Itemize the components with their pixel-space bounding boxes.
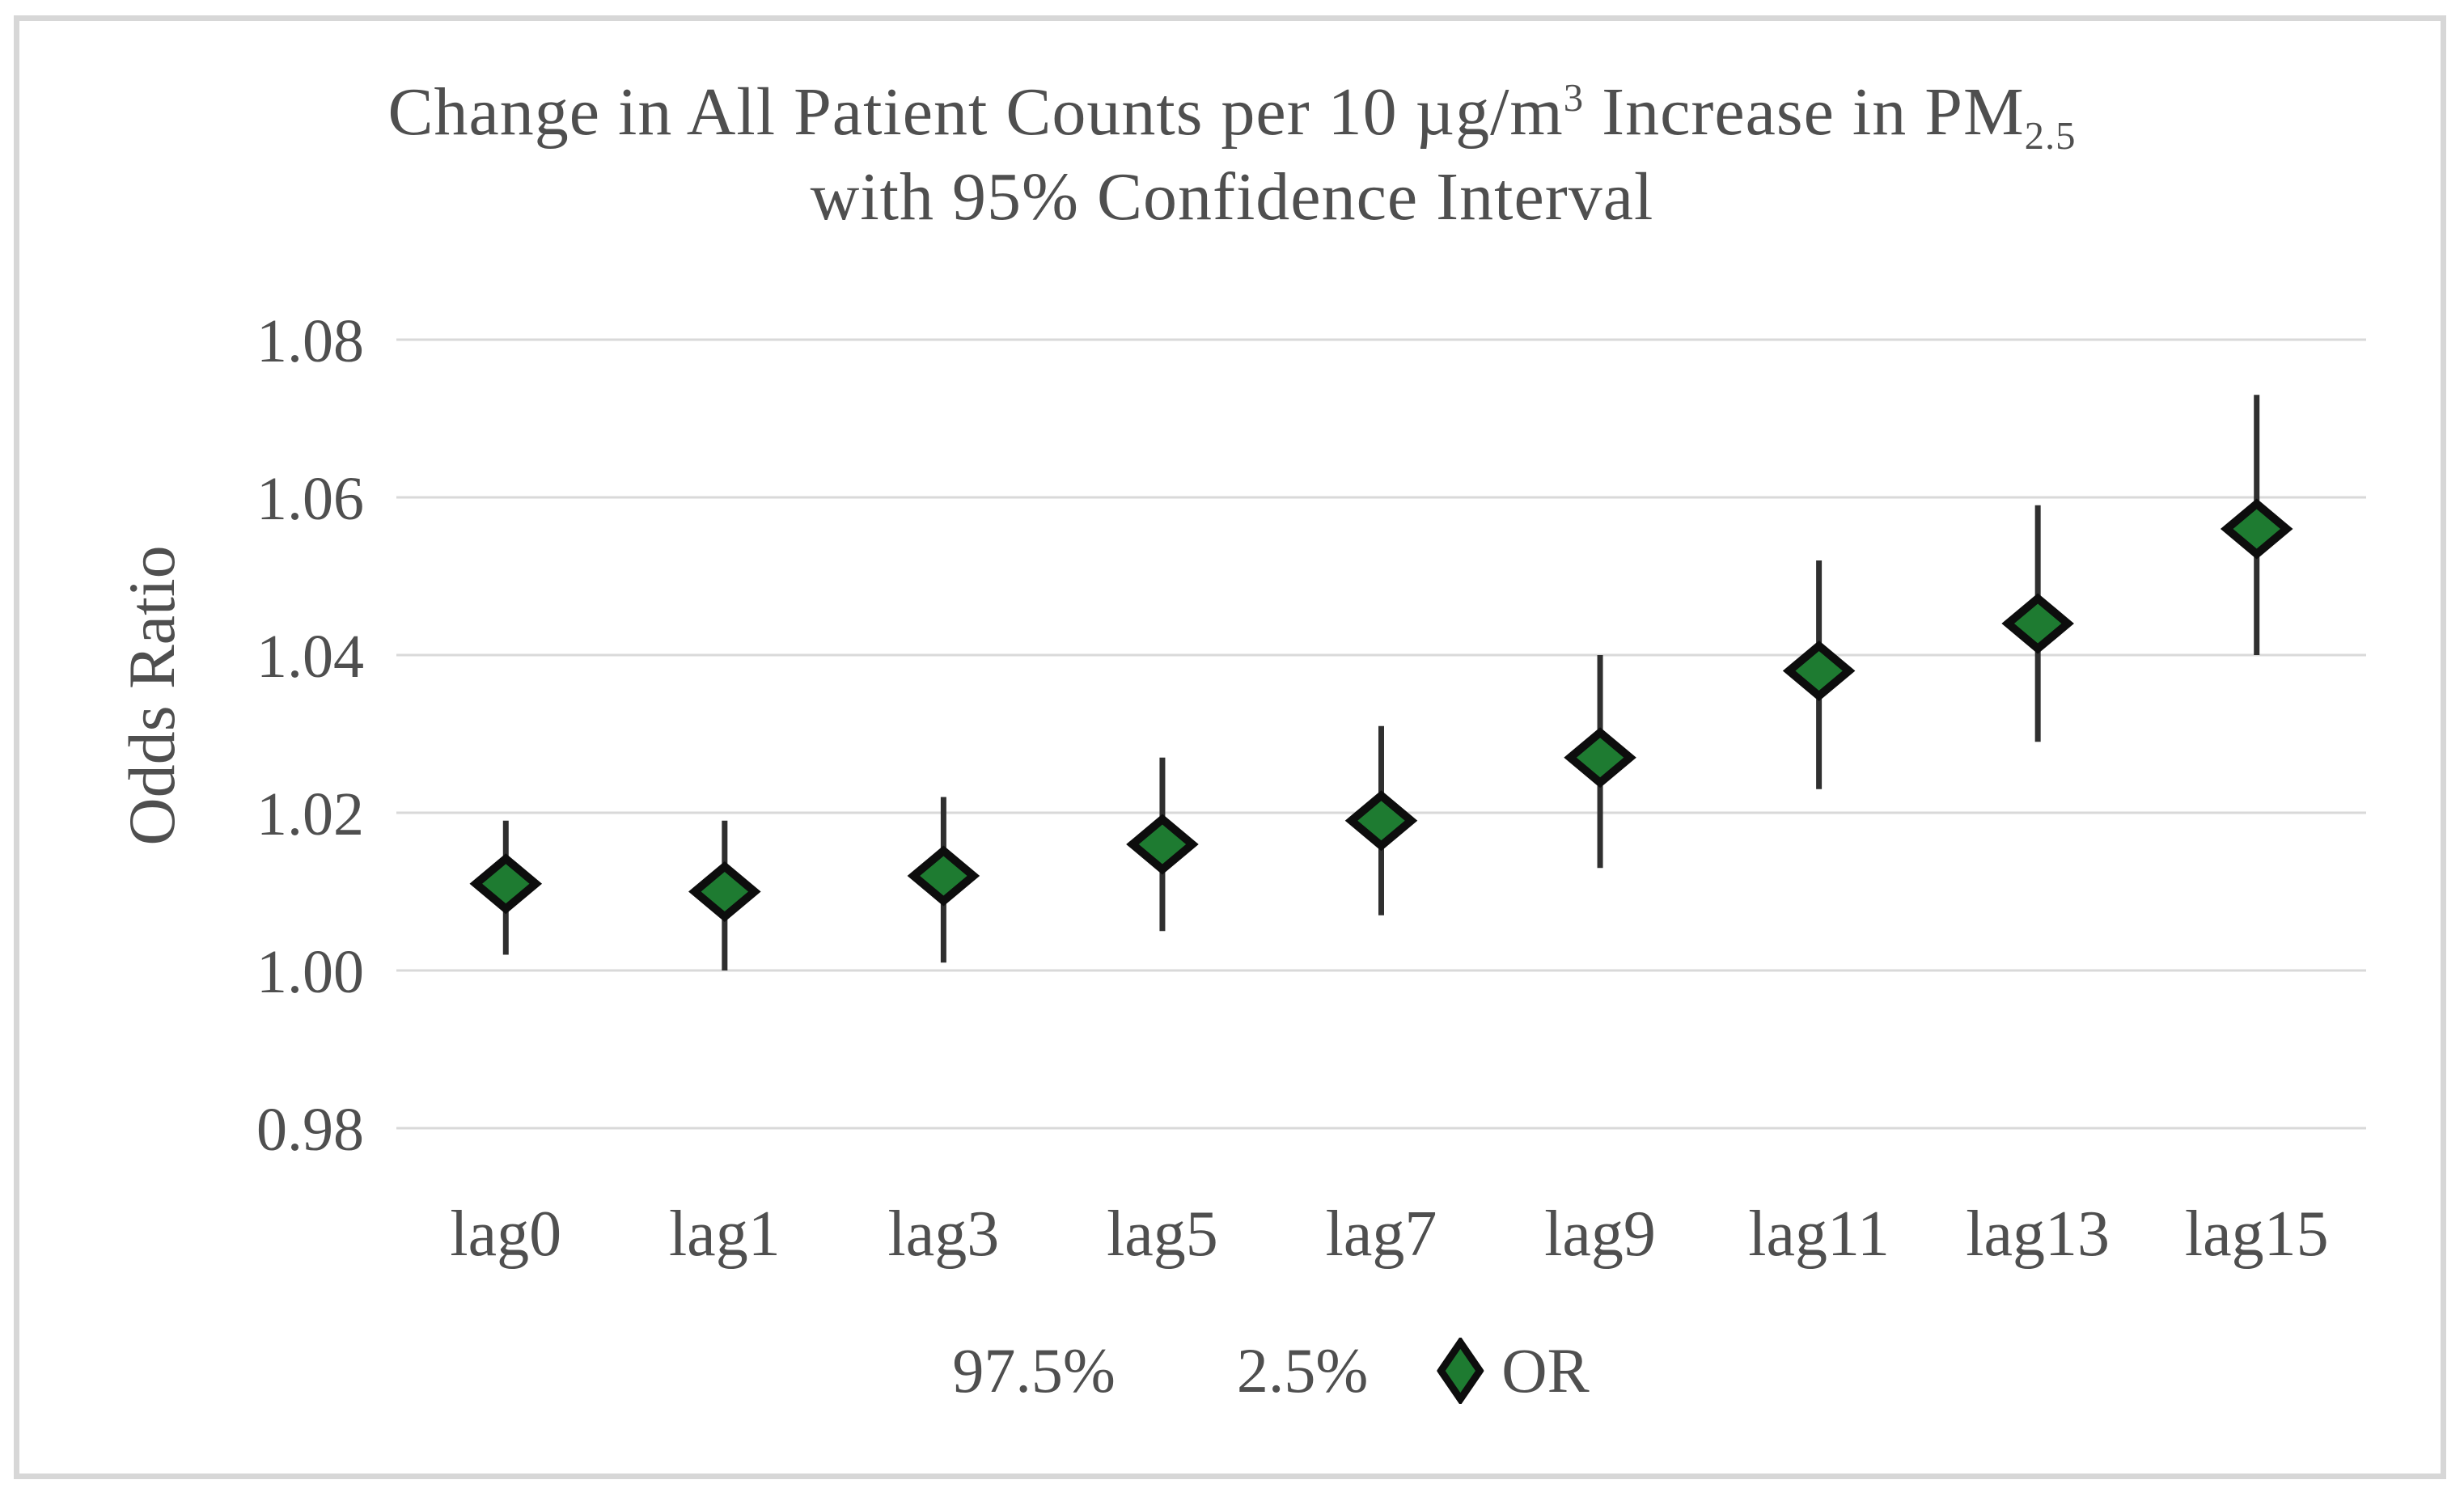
legend-label-or: OR [1501, 1335, 1590, 1406]
y-tick-label: 1.00 [256, 938, 364, 1006]
chart-title-line2: with 95% Confidence Interval [810, 159, 1654, 235]
or-marker [1126, 814, 1199, 875]
x-tick-label: lag15 [2185, 1199, 2329, 1270]
x-tick-label: lag7 [1326, 1199, 1437, 1270]
or-marker [2001, 593, 2074, 654]
x-tick-label: lag13 [1966, 1199, 2110, 1270]
chart-title: Change in All Patient Counts per 10 µg/m… [0, 70, 2464, 239]
chart-border [14, 15, 2446, 1479]
legend-label-97-5: 97.5% [952, 1335, 1116, 1406]
x-tick-label: lag3 [888, 1199, 1000, 1270]
y-tick-label: 1.04 [256, 623, 364, 691]
y-tick-label: 1.08 [256, 307, 364, 375]
or-marker [688, 860, 761, 923]
chart-title-line1: Change in All Patient Counts per 10 µg/m… [387, 74, 2077, 158]
legend: 97.5% 2.5% OR [952, 1334, 1589, 1407]
x-tick-label: lag9 [1544, 1199, 1656, 1270]
or-marker [1344, 790, 1418, 852]
x-tick-label: lag1 [669, 1199, 781, 1270]
y-tick-label: 1.06 [256, 465, 364, 533]
subscript-2-5: 2.5 [2024, 113, 2077, 158]
x-tick-label: lag0 [450, 1199, 561, 1270]
y-tick-label: 0.98 [256, 1096, 364, 1164]
or-marker [1782, 640, 1856, 702]
y-tick-label: 1.02 [256, 780, 364, 848]
x-tick-label: lag11 [1748, 1199, 1890, 1270]
or-marker [469, 853, 543, 915]
legend-label-2-5: 2.5% [1236, 1335, 1369, 1406]
or-marker [907, 845, 980, 907]
or-marker [1564, 727, 1636, 789]
or-diamond-icon [1437, 1338, 1484, 1404]
x-tick-label: lag5 [1107, 1199, 1218, 1270]
or-marker [2220, 498, 2293, 560]
superscript-3: 3 [1563, 76, 1585, 120]
